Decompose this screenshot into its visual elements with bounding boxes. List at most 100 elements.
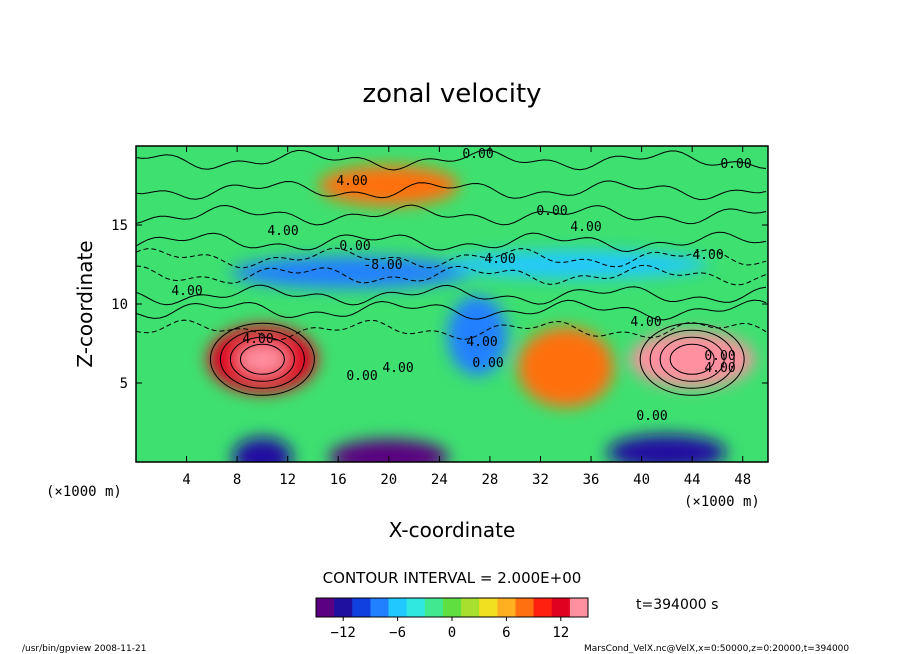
contour-label: 0.00 — [536, 204, 567, 219]
contour-ring — [659, 336, 725, 382]
contour-label: 4.00 — [267, 224, 298, 239]
contour-label: 4.00 — [704, 361, 735, 376]
colorbar-cell — [578, 598, 589, 617]
contour-label: 4.00 — [630, 315, 661, 330]
colorbar-cell — [325, 598, 335, 617]
contour-line — [136, 247, 767, 269]
contour-ring — [669, 343, 715, 375]
colorbar-cell — [424, 598, 435, 617]
contour-ring — [229, 336, 295, 382]
footer-right: MarsCond_VelX.nc@VelX,x=0:50000,z=0:2000… — [584, 644, 849, 654]
colorbar-cell — [479, 598, 489, 617]
contour-line — [136, 180, 767, 201]
contour-line — [136, 204, 767, 226]
contour-ring — [639, 322, 745, 396]
y-tick-label: 15 — [111, 218, 128, 234]
contour-label: 0.00 — [339, 239, 370, 254]
colorbar-cell — [379, 598, 390, 617]
contour-ring — [649, 329, 735, 389]
contour-line — [136, 231, 767, 253]
contour-ring — [209, 322, 315, 396]
colorbar-cell — [397, 598, 408, 617]
footer-left: /usr/bin/gpview 2008-11-21 — [22, 644, 146, 654]
field-feature — [230, 256, 471, 289]
contour-label: 0.00 — [636, 409, 667, 424]
contour-label: 4.00 — [466, 335, 497, 350]
contour-label: 0.00 — [720, 157, 751, 172]
field-feature — [448, 250, 709, 279]
contour-ring — [219, 329, 305, 389]
colorbar-cell — [452, 598, 462, 617]
colorbar-cell — [442, 598, 453, 617]
contour-ring — [239, 343, 285, 375]
colorbar-cell — [415, 598, 426, 617]
chart-title: zonal velocity — [362, 79, 541, 109]
colorbar-cell — [406, 598, 417, 617]
contour-label: 4.00 — [382, 361, 413, 376]
colorbar-cell — [497, 598, 507, 617]
x-axis-title: X-coordinate — [389, 518, 516, 542]
contour-labels: 0.000.004.000.004.00 4.000.00-8.00 4.00 4.0… — [171, 147, 751, 424]
field-feature — [328, 439, 449, 462]
x-unit-left: (×1000 m) — [46, 484, 122, 500]
contour-line — [136, 319, 767, 341]
colorbar-cell — [533, 598, 544, 617]
colorbar-cell — [551, 598, 562, 617]
colorbar-cell — [361, 598, 371, 617]
colorbar-cell — [506, 598, 516, 617]
colorbar-cell — [560, 598, 571, 617]
colorbar-cell — [343, 598, 353, 617]
contour-interval-text: CONTOUR INTERVAL = 2.000E+00 — [323, 569, 582, 587]
contour-line — [136, 264, 767, 286]
x-tick-label: 24 — [431, 472, 448, 488]
y-tick-label: 5 — [120, 376, 128, 392]
contour-label: 0.00 — [704, 349, 735, 364]
field-feature-core — [664, 346, 721, 372]
field-feature — [606, 434, 727, 462]
x-tick-label: 36 — [583, 472, 600, 488]
contour-label: 4.00 — [484, 252, 515, 267]
time-label: t=394000 s — [636, 597, 718, 613]
field-feature — [517, 327, 614, 408]
field-feature — [232, 437, 293, 462]
colorbar-ticks: −12 −6 0 6 12 — [331, 617, 569, 641]
x-tick-label: 40 — [633, 472, 650, 488]
plot-area: 0.000.004.000.004.00 4.000.00-8.00 4.00 4.0… — [136, 146, 768, 462]
x-tick-label: 44 — [684, 472, 701, 488]
colorbar — [315, 597, 589, 618]
contour-label: 0.00 — [472, 356, 503, 371]
x-tick-label: 32 — [532, 472, 549, 488]
colorbar-cell — [569, 598, 580, 617]
colorbar-tick-label: −12 — [331, 625, 356, 641]
colorbar-cell — [334, 598, 344, 617]
colorbar-cell — [515, 598, 526, 617]
colorbar-cell — [388, 598, 399, 617]
contour-label: 4.00 — [336, 174, 367, 189]
x-tick-label: 16 — [330, 472, 347, 488]
colorbar-tick-label: −6 — [389, 625, 406, 641]
x-tick-label: 20 — [380, 472, 397, 488]
contour-line — [136, 284, 767, 306]
colorbar-tick-label: 6 — [502, 625, 510, 641]
colorbar-cell — [461, 598, 471, 617]
colorbar-cell — [470, 598, 480, 617]
x-tick-label: 4 — [182, 472, 190, 488]
contour-label: 0.00 — [346, 369, 377, 384]
velocity-field — [207, 165, 755, 462]
y-axis-title: Z-coordinate — [73, 240, 97, 367]
field-feature — [318, 165, 459, 206]
contour-label: 4.00 — [692, 248, 723, 263]
colorbar-cell — [524, 598, 535, 617]
x-tick-label: 48 — [734, 472, 751, 488]
colorbar-cell — [316, 598, 326, 617]
contour-line — [136, 299, 767, 321]
colorbar-cell — [488, 598, 498, 617]
contour-label: 0.00 — [462, 147, 493, 162]
colorbar-tick-label: 12 — [552, 625, 569, 641]
x-axis: 4 8 12 16 20 24 28 32 36 40 44 48 — [182, 146, 751, 488]
colorbar-tick-label: 0 — [448, 625, 456, 641]
y-axis: 5 10 15 — [111, 218, 768, 392]
field-feature-core — [237, 344, 288, 375]
y-tick-label: 10 — [111, 297, 128, 313]
contour-label: 4.00 — [570, 220, 601, 235]
